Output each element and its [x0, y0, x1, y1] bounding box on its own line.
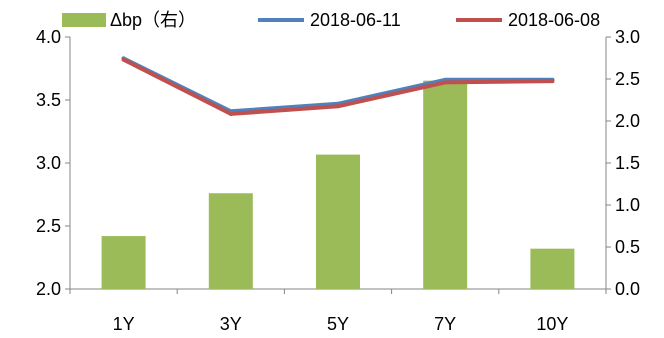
left-axis-tick-label: 3.5 [36, 90, 61, 110]
right-axis-tick-label: 2.0 [615, 111, 640, 131]
legend-label: Δbp（右） [110, 10, 196, 30]
series-point [228, 111, 233, 116]
right-axis-tick-label: 0.0 [615, 279, 640, 299]
left-axis-tick-label: 2.5 [36, 216, 61, 236]
right-axis-tick-label: 0.5 [615, 237, 640, 257]
axes: 2.0 2.5 3.0 3.5 4.0 0.0 0.5 1.0 1.5 2.0 2.5 3.0 1Y 3Y… [36, 27, 640, 334]
bar [101, 236, 146, 289]
series-point [550, 79, 555, 84]
left-axis-tick-label: 3.0 [36, 153, 61, 173]
x-axis-tick-label: 3Y [220, 314, 242, 334]
bar [530, 248, 575, 289]
series-point [443, 80, 448, 85]
series-point [336, 104, 340, 109]
bar [208, 193, 253, 289]
legend-label: 2018-06-08 [508, 10, 600, 30]
left-axis-tick-label: 4.0 [36, 27, 61, 47]
series-point [121, 57, 126, 62]
right-axis-tick-label: 2.5 [615, 69, 640, 89]
x-axis-tick-label: 5Y [327, 314, 349, 334]
right-axis-tick-label: 3.0 [615, 27, 640, 47]
right-axis-tick-label: 1.5 [615, 153, 640, 173]
right-axis-tick-label: 1.0 [615, 195, 640, 215]
x-axis-tick-label: 1Y [113, 314, 135, 334]
x-axis-tick-label: 10Y [536, 314, 568, 334]
x-axis-tick-label: 7Y [434, 314, 456, 334]
legend-swatch-bar [62, 13, 106, 27]
bar [316, 154, 360, 289]
legend-label: 2018-06-11 [310, 10, 401, 30]
lines [121, 56, 555, 116]
bar [423, 80, 468, 290]
legend: Δbp（右） 2018-06-11 2018-06-08 [62, 10, 600, 30]
left-axis-tick-label: 2.0 [36, 279, 61, 299]
bars [101, 80, 575, 290]
